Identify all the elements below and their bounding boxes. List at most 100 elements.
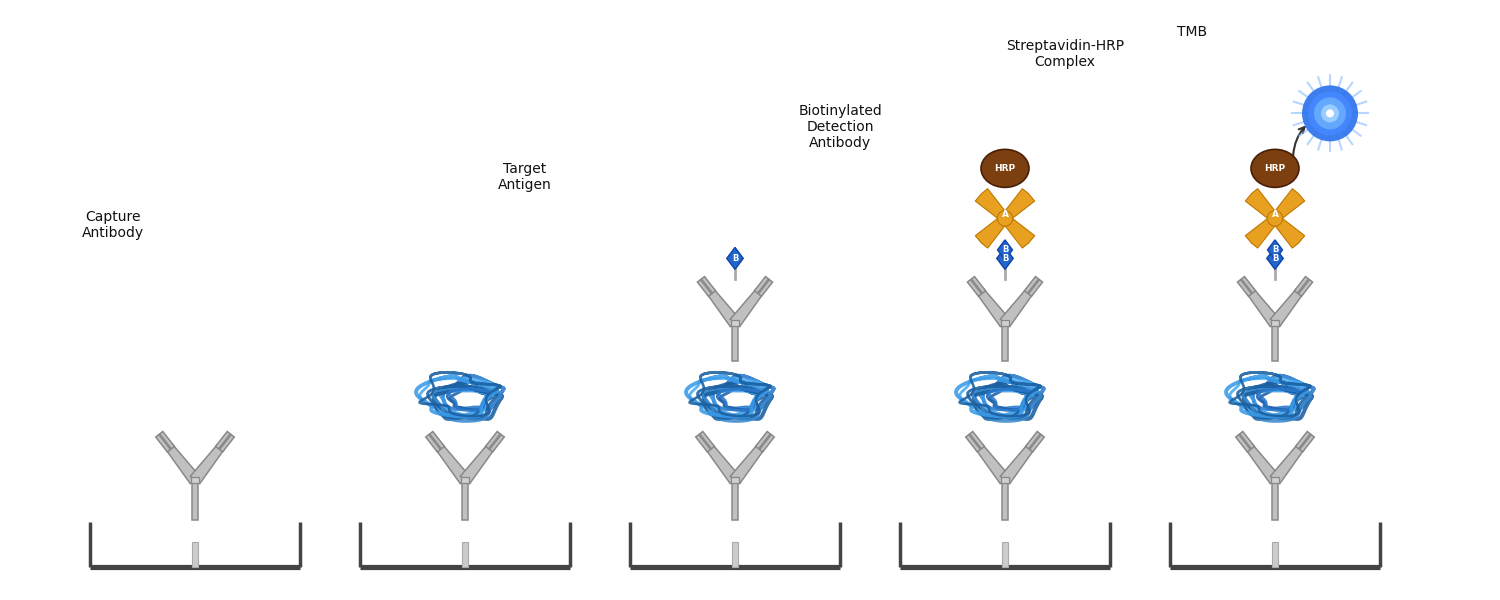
Polygon shape <box>998 247 1014 269</box>
Polygon shape <box>1004 188 1035 220</box>
Bar <box>732 542 738 567</box>
Polygon shape <box>1000 445 1033 484</box>
Polygon shape <box>1266 247 1282 269</box>
Polygon shape <box>159 431 174 449</box>
Polygon shape <box>1239 431 1254 449</box>
Polygon shape <box>696 434 711 452</box>
Ellipse shape <box>981 149 1029 187</box>
Polygon shape <box>429 431 444 449</box>
Polygon shape <box>969 431 984 449</box>
Polygon shape <box>1270 289 1304 326</box>
Polygon shape <box>1272 323 1278 361</box>
Polygon shape <box>975 188 1006 220</box>
Ellipse shape <box>1251 149 1299 187</box>
Polygon shape <box>1236 434 1251 452</box>
Polygon shape <box>1245 188 1276 220</box>
Text: HRP: HRP <box>994 164 1016 173</box>
Polygon shape <box>998 240 1012 260</box>
Circle shape <box>998 211 1012 226</box>
Polygon shape <box>759 434 774 452</box>
Polygon shape <box>966 434 981 452</box>
Polygon shape <box>698 280 711 296</box>
Bar <box>1272 542 1278 567</box>
Bar <box>1000 320 1010 326</box>
Polygon shape <box>1002 323 1008 361</box>
Polygon shape <box>976 289 1010 326</box>
Polygon shape <box>975 217 1006 248</box>
Polygon shape <box>1274 188 1305 220</box>
Polygon shape <box>486 431 501 449</box>
Circle shape <box>1326 109 1334 118</box>
Polygon shape <box>166 445 200 484</box>
Text: B: B <box>732 254 738 263</box>
Text: A: A <box>1272 209 1278 218</box>
Polygon shape <box>156 434 171 452</box>
Polygon shape <box>1299 280 1312 296</box>
Polygon shape <box>1245 217 1276 248</box>
Circle shape <box>1314 97 1346 130</box>
Circle shape <box>1302 85 1358 142</box>
Polygon shape <box>1294 277 1308 293</box>
Circle shape <box>1268 211 1282 226</box>
Polygon shape <box>1024 277 1038 293</box>
Text: Target
Antigen: Target Antigen <box>498 162 552 192</box>
Polygon shape <box>489 434 504 452</box>
Polygon shape <box>1004 217 1035 248</box>
Polygon shape <box>732 480 738 520</box>
Polygon shape <box>972 277 986 293</box>
Polygon shape <box>1000 289 1033 326</box>
Polygon shape <box>1246 445 1280 484</box>
Bar <box>460 477 470 483</box>
Polygon shape <box>1238 280 1251 296</box>
Polygon shape <box>726 247 744 269</box>
Polygon shape <box>190 445 224 484</box>
Polygon shape <box>1029 434 1044 452</box>
Text: B: B <box>1272 254 1278 263</box>
Text: B: B <box>1002 254 1008 263</box>
Polygon shape <box>1246 289 1280 326</box>
Bar <box>192 542 198 567</box>
Polygon shape <box>732 323 738 361</box>
Bar <box>1270 320 1280 326</box>
Polygon shape <box>462 480 468 520</box>
Text: HRP: HRP <box>1264 164 1286 173</box>
Polygon shape <box>1029 280 1042 296</box>
Polygon shape <box>1296 431 1311 449</box>
Text: Biotinylated
Detection
Antibody: Biotinylated Detection Antibody <box>798 104 882 150</box>
Polygon shape <box>1002 480 1008 520</box>
Bar <box>462 542 468 567</box>
Circle shape <box>1308 91 1352 136</box>
Polygon shape <box>192 480 198 520</box>
Polygon shape <box>706 289 740 326</box>
Polygon shape <box>460 445 494 484</box>
Text: A: A <box>1002 209 1008 218</box>
Bar <box>190 477 200 483</box>
Bar <box>1270 477 1280 483</box>
Polygon shape <box>1272 480 1278 520</box>
Bar <box>1000 477 1010 483</box>
Polygon shape <box>730 445 764 484</box>
Bar <box>1002 542 1008 567</box>
Polygon shape <box>1026 431 1041 449</box>
Polygon shape <box>706 445 740 484</box>
Polygon shape <box>756 431 771 449</box>
Polygon shape <box>1242 277 1256 293</box>
Polygon shape <box>759 280 772 296</box>
Text: B: B <box>1272 245 1278 254</box>
Text: Streptavidin-HRP
Complex: Streptavidin-HRP Complex <box>1007 39 1124 69</box>
Polygon shape <box>436 445 470 484</box>
Text: Capture
Antibody: Capture Antibody <box>81 210 144 240</box>
Polygon shape <box>976 445 1010 484</box>
Polygon shape <box>754 277 768 293</box>
Bar <box>730 477 740 483</box>
Polygon shape <box>702 277 715 293</box>
Polygon shape <box>426 434 441 452</box>
Text: TMB: TMB <box>1178 25 1208 39</box>
Polygon shape <box>216 431 231 449</box>
Bar <box>730 320 740 326</box>
Text: B: B <box>1002 245 1008 254</box>
Polygon shape <box>1274 217 1305 248</box>
Polygon shape <box>1268 240 1282 260</box>
Polygon shape <box>1299 434 1314 452</box>
Polygon shape <box>1270 445 1304 484</box>
